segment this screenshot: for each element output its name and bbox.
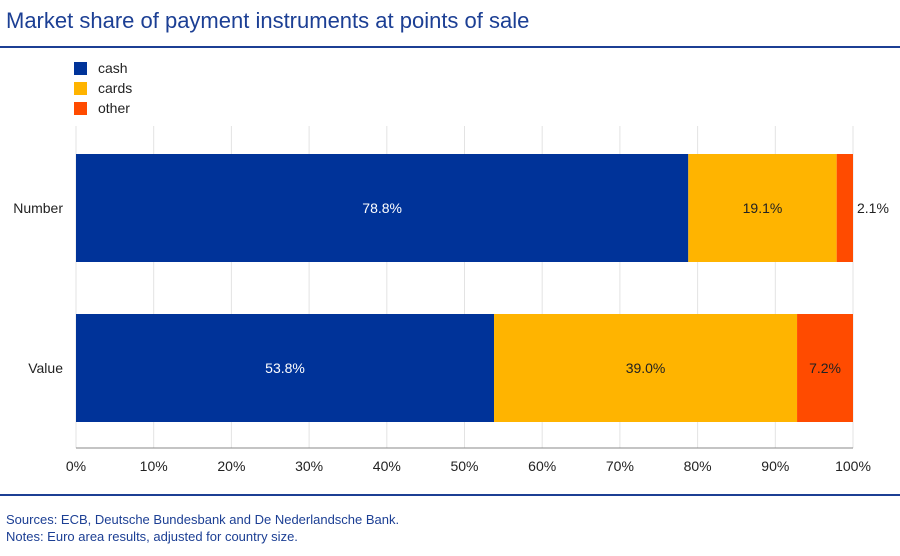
data-label: 39.0%: [626, 360, 666, 376]
data-label: 2.1%: [857, 200, 889, 216]
x-tick-label: 0%: [66, 458, 86, 474]
legend-swatch-cards: [74, 81, 87, 95]
x-tick-label: 50%: [450, 458, 478, 474]
bar-segment-other: [836, 154, 853, 262]
legend-item-cash: cash: [74, 58, 132, 78]
x-tick-label: 70%: [606, 458, 634, 474]
x-tick-label: 40%: [373, 458, 401, 474]
legend-swatch-other: [74, 101, 87, 115]
legend-label-cash: cash: [98, 60, 128, 76]
category-label: Number: [13, 200, 63, 216]
data-label: 53.8%: [265, 360, 305, 376]
title-divider: [0, 46, 900, 48]
legend: cash cards other: [74, 58, 132, 118]
data-label: 19.1%: [743, 200, 783, 216]
bar-segment-other: [797, 314, 853, 422]
chart-title: Market share of payment instruments at p…: [6, 8, 530, 33]
bar-segment-cards: [494, 314, 798, 422]
bar-segment-cards: [688, 154, 837, 262]
legend-label-cards: cards: [98, 80, 133, 96]
bar-segment-cash: [76, 154, 689, 262]
x-tick-label: 30%: [295, 458, 323, 474]
bar-segment-cash: [76, 314, 495, 422]
x-tick-label: 10%: [140, 458, 168, 474]
legend-item-cards: cards: [74, 78, 132, 98]
notes-text: Notes: Euro area results, adjusted for c…: [6, 529, 298, 544]
x-tick-label: 90%: [761, 458, 789, 474]
x-tick-label: 100%: [835, 458, 871, 474]
x-tick-label: 20%: [217, 458, 245, 474]
legend-swatch-cash: [74, 61, 87, 75]
data-label: 78.8%: [362, 200, 402, 216]
footer-divider: [0, 494, 900, 496]
legend-label-other: other: [98, 100, 130, 116]
x-tick-label: 80%: [684, 458, 712, 474]
data-label: 7.2%: [809, 360, 841, 376]
legend-item-other: other: [74, 98, 132, 118]
x-tick-label: 60%: [528, 458, 556, 474]
sources-note: Sources: ECB, Deutsche Bundesbank and De…: [6, 512, 400, 527]
category-label: Value: [28, 360, 63, 376]
